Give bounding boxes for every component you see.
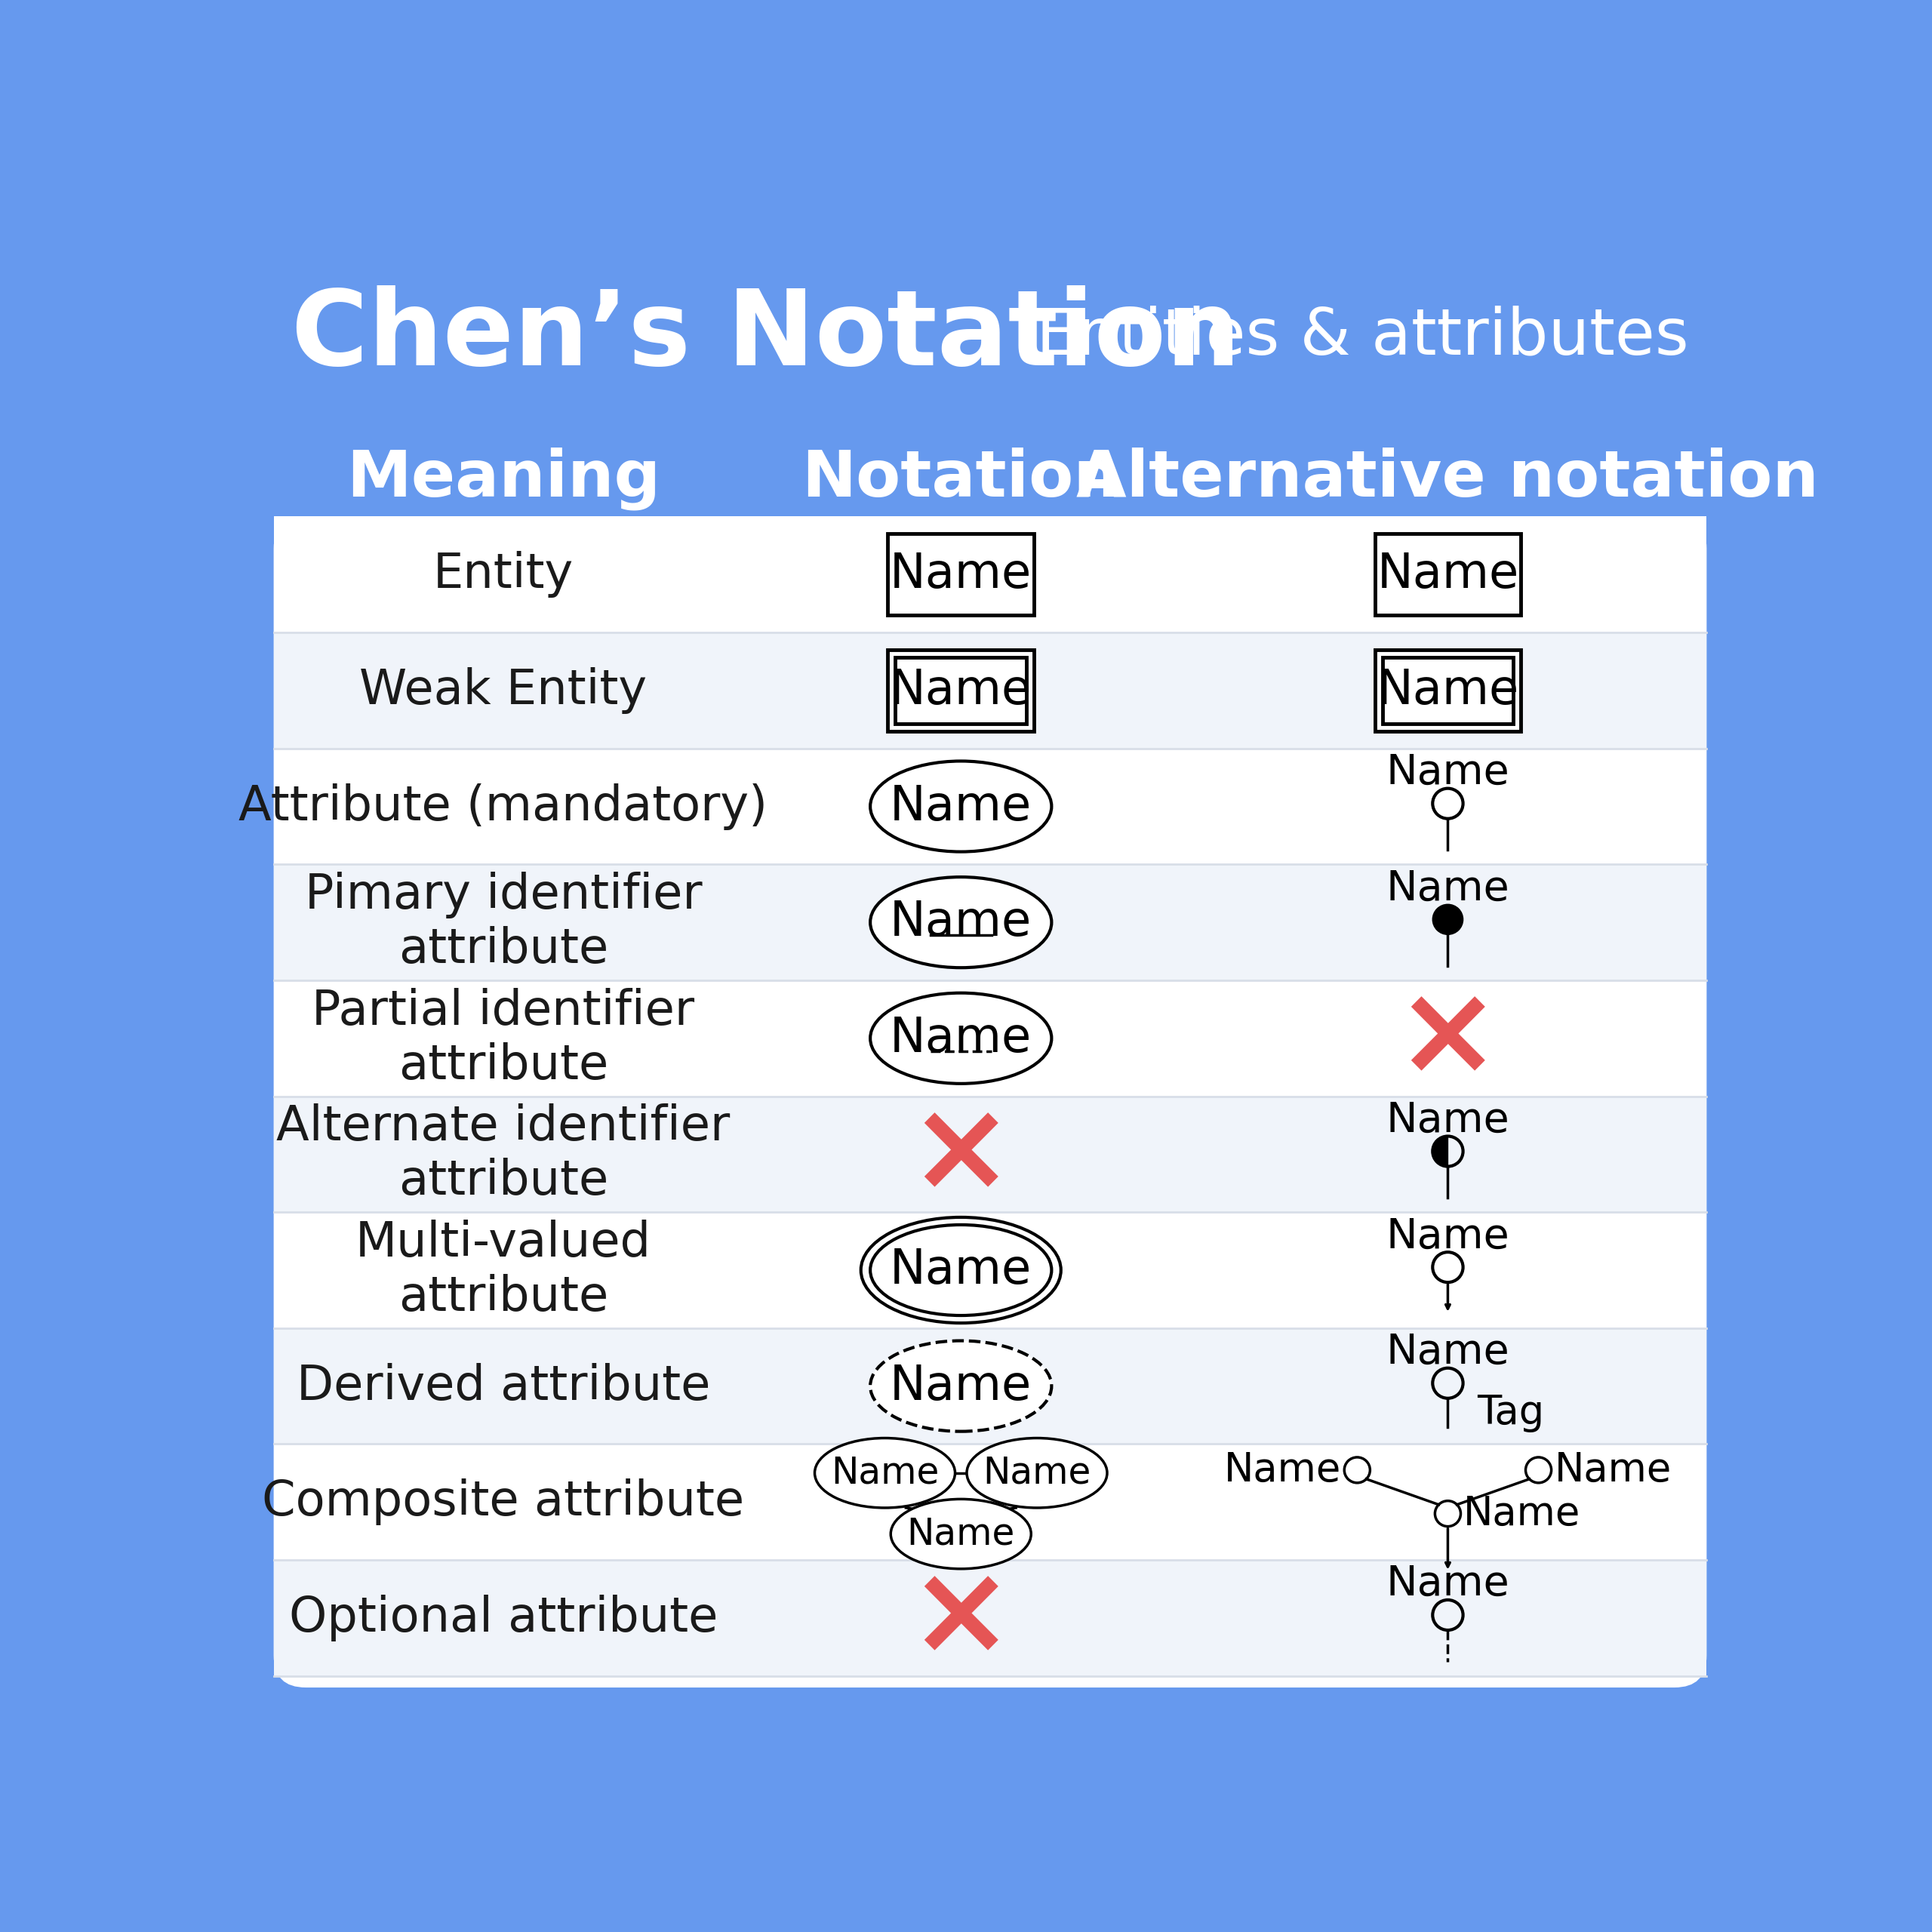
Text: Name: Name xyxy=(1385,1331,1509,1374)
Text: Name: Name xyxy=(1385,867,1509,910)
Text: Name: Name xyxy=(1385,1563,1509,1605)
Text: Pimary identifier
attribute: Pimary identifier attribute xyxy=(305,871,701,974)
Text: Name: Name xyxy=(891,551,1032,597)
Text: Derived attribute: Derived attribute xyxy=(296,1362,711,1410)
Text: Name: Name xyxy=(891,1246,1032,1294)
Text: Weak Entity: Weak Entity xyxy=(359,667,647,715)
Ellipse shape xyxy=(869,761,1051,852)
Bar xyxy=(1381,657,1513,724)
Text: Name: Name xyxy=(1225,1451,1341,1490)
Text: Name: Name xyxy=(1385,1215,1509,1258)
Text: Name: Name xyxy=(831,1455,939,1492)
Ellipse shape xyxy=(869,993,1051,1084)
Text: ×: × xyxy=(908,1094,1014,1215)
Text: Attribute (mandatory): Attribute (mandatory) xyxy=(240,782,767,831)
Text: Notation: Notation xyxy=(802,448,1121,510)
Bar xyxy=(274,516,1706,632)
Bar xyxy=(274,748,1706,864)
Circle shape xyxy=(1434,904,1463,935)
Text: ×: × xyxy=(908,1557,1014,1679)
Text: Name: Name xyxy=(1385,752,1509,792)
Text: Composite attribute: Composite attribute xyxy=(263,1478,744,1526)
Text: Name: Name xyxy=(1385,1099,1509,1142)
FancyBboxPatch shape xyxy=(274,516,1706,1687)
Bar xyxy=(274,1095,1706,1211)
Text: Chen’s Notation: Chen’s Notation xyxy=(292,286,1240,388)
Text: Name: Name xyxy=(906,1517,1014,1551)
Text: Name: Name xyxy=(1464,1493,1580,1534)
Polygon shape xyxy=(1434,1136,1447,1167)
Text: Alternative notation: Alternative notation xyxy=(1076,448,1820,510)
Text: Name: Name xyxy=(1553,1451,1671,1490)
Text: Alternate identifier
attribute: Alternate identifier attribute xyxy=(276,1103,730,1206)
Text: Tag: Tag xyxy=(1478,1393,1544,1432)
Text: Name: Name xyxy=(891,782,1032,831)
Bar xyxy=(274,980,1706,1095)
Text: Entity: Entity xyxy=(433,551,574,597)
Ellipse shape xyxy=(869,1225,1051,1316)
Bar xyxy=(274,1211,1706,1327)
Text: Name: Name xyxy=(1378,667,1519,715)
Bar xyxy=(274,864,1706,980)
Bar xyxy=(895,657,1026,724)
Text: Name: Name xyxy=(983,1455,1092,1492)
Text: Partial identifier
attribute: Partial identifier attribute xyxy=(311,987,696,1090)
Bar xyxy=(274,1559,1706,1675)
Ellipse shape xyxy=(891,1499,1032,1569)
Text: Name: Name xyxy=(891,1362,1032,1410)
Bar xyxy=(1376,649,1520,730)
Text: Multi-valued
attribute: Multi-valued attribute xyxy=(355,1219,651,1321)
Bar xyxy=(889,649,1034,730)
Ellipse shape xyxy=(869,877,1051,968)
Ellipse shape xyxy=(966,1437,1107,1507)
Text: Name: Name xyxy=(891,667,1032,715)
Text: Name: Name xyxy=(891,898,1032,947)
Ellipse shape xyxy=(815,1437,954,1507)
Bar xyxy=(274,1443,1706,1559)
Bar xyxy=(274,632,1706,748)
Text: Optional attribute: Optional attribute xyxy=(288,1594,717,1642)
Text: Name: Name xyxy=(1378,551,1519,597)
Ellipse shape xyxy=(869,1341,1051,1432)
Bar xyxy=(274,1327,1706,1443)
Bar xyxy=(274,440,1706,516)
Text: ×: × xyxy=(1395,978,1501,1099)
Bar xyxy=(889,533,1034,614)
Text: Meaning: Meaning xyxy=(346,448,661,510)
Bar xyxy=(1376,533,1520,614)
Text: Entities & attributes: Entities & attributes xyxy=(1036,305,1689,367)
Text: Name: Name xyxy=(891,1014,1032,1063)
